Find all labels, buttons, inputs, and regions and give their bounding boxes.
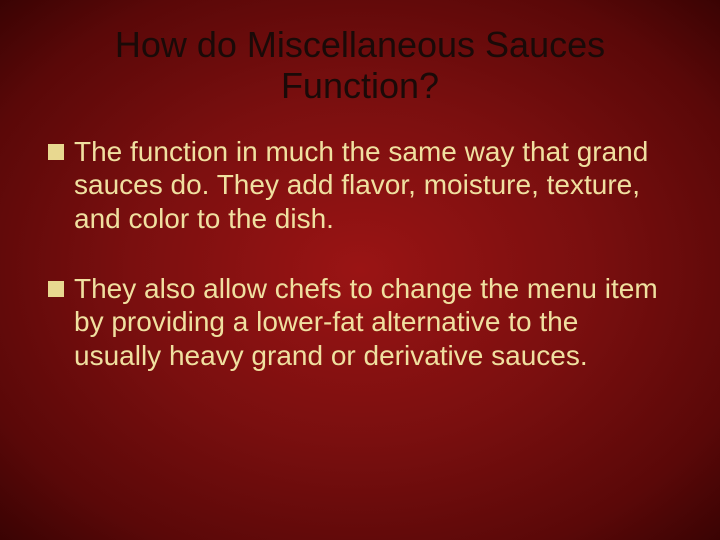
- bullet-list: The function in much the same way that g…: [48, 135, 672, 373]
- bullet-text: The function in much the same way that g…: [74, 135, 672, 236]
- slide-container: How do Miscellaneous Sauces Function? Th…: [0, 0, 720, 540]
- square-bullet-icon: [48, 281, 64, 297]
- square-bullet-icon: [48, 144, 64, 160]
- slide-title: How do Miscellaneous Sauces Function?: [48, 24, 672, 107]
- bullet-item: The function in much the same way that g…: [48, 135, 672, 236]
- bullet-text: They also allow chefs to change the menu…: [74, 272, 672, 373]
- bullet-item: They also allow chefs to change the menu…: [48, 272, 672, 373]
